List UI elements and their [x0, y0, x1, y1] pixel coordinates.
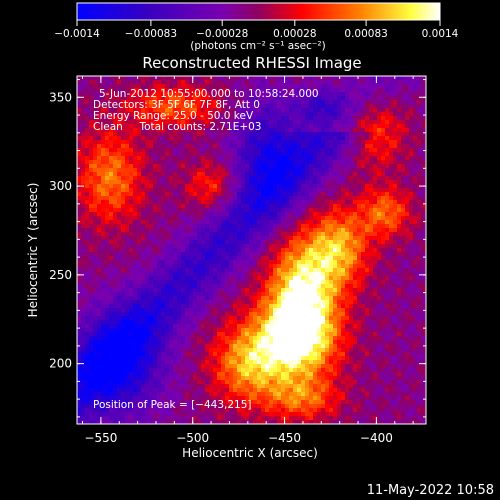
y-tick-label: 350	[49, 90, 72, 104]
annotation-time-range: 5-Jun-2012 10:55:00.000 to 10:58:24.000	[99, 88, 319, 100]
x-tick-label: −450	[268, 431, 301, 445]
annotation-block: 5-Jun-2012 10:55:00.000 to 10:58:24.000 …	[93, 88, 319, 133]
x-axis: −550 −500 −450 −400	[82, 76, 414, 445]
colorbar: −0.0014 −0.00083 −0.00028 0.00028 0.00083 0.0…	[54, 2, 459, 52]
colorbar-tick-label: 0.00083	[344, 28, 387, 40]
y-axis-label: Heliocentric Y (arcsec)	[26, 183, 40, 318]
colorbar-tick-label: −0.00028	[196, 28, 248, 40]
colorbar-units-label: (photons cm⁻² s⁻¹ asec⁻²)	[190, 40, 325, 52]
x-tick-label: −400	[360, 431, 393, 445]
annotation-clean-counts: Clean Total counts: 2.71E+03	[93, 121, 262, 133]
colorbar-tick-label: 0.0014	[422, 28, 459, 40]
y-tick-label: 250	[49, 268, 72, 282]
colorbar-tick-label: 0.00028	[273, 28, 316, 40]
plot-frame	[76, 75, 427, 425]
x-axis-label: Heliocentric X (arcsec)	[182, 446, 318, 460]
colorbar-ticks: −0.0014 −0.00083 −0.00028 0.00028 0.00083 0.0…	[54, 20, 459, 40]
colorbar-tick-label: −0.00083	[125, 28, 177, 40]
y-tick-label: 200	[49, 357, 72, 371]
colorbar-tick-label: −0.0014	[54, 28, 100, 40]
x-tick-label: −500	[176, 431, 209, 445]
heatmap-image	[77, 76, 426, 424]
x-tick-label: −550	[84, 431, 117, 445]
y-axis: 200 250 300 350	[49, 79, 426, 418]
chart-title: Reconstructed RHESSI Image	[142, 54, 361, 72]
annotation-detectors: Detectors: 3F 5F 6F 7F 8F, Att 0	[93, 99, 260, 111]
footer-date: 11-May-2022 10:58	[367, 483, 494, 498]
peak-position-label: Position of Peak = [−443,215]	[93, 399, 252, 411]
annotation-energy-range: Energy Range: 25.0 - 50.0 keV	[93, 110, 254, 122]
colorbar-gradient	[76, 2, 441, 21]
y-tick-label: 300	[49, 179, 72, 193]
